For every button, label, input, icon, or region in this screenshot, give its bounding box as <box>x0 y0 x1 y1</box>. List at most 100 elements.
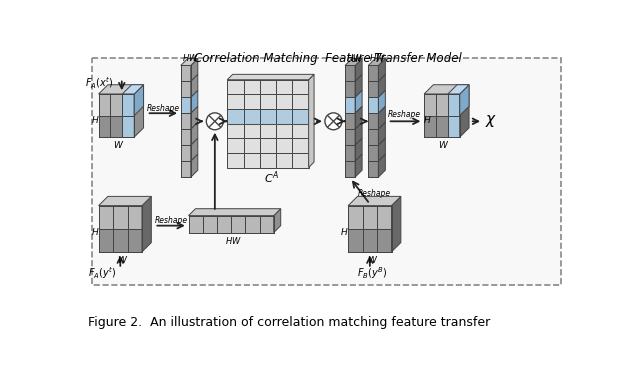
Polygon shape <box>191 122 198 145</box>
Polygon shape <box>227 109 244 124</box>
Text: $F_A(x^t)$: $F_A(x^t)$ <box>84 75 113 91</box>
Text: Figure 2.  An illustration of correlation matching feature transfer: Figure 2. An illustration of correlation… <box>88 316 490 329</box>
Polygon shape <box>99 94 111 116</box>
Polygon shape <box>345 59 362 66</box>
Polygon shape <box>134 85 143 116</box>
Circle shape <box>206 113 223 130</box>
Text: $H$: $H$ <box>340 225 349 236</box>
Circle shape <box>325 113 342 130</box>
Polygon shape <box>99 206 113 229</box>
Text: Reshape: Reshape <box>147 104 180 113</box>
Polygon shape <box>260 94 276 109</box>
Text: $W$: $W$ <box>113 138 124 150</box>
Polygon shape <box>392 197 401 252</box>
Polygon shape <box>308 74 314 168</box>
Polygon shape <box>180 129 191 145</box>
Polygon shape <box>260 153 276 168</box>
Polygon shape <box>378 90 385 113</box>
Polygon shape <box>378 75 385 97</box>
Polygon shape <box>244 109 260 124</box>
Polygon shape <box>260 80 276 94</box>
Polygon shape <box>355 90 362 113</box>
Polygon shape <box>355 59 362 81</box>
Polygon shape <box>276 153 292 168</box>
Polygon shape <box>189 209 281 216</box>
Polygon shape <box>276 138 292 153</box>
Polygon shape <box>436 94 448 116</box>
Polygon shape <box>460 85 469 116</box>
Polygon shape <box>244 80 260 94</box>
Polygon shape <box>113 229 127 252</box>
Polygon shape <box>424 94 436 116</box>
Polygon shape <box>368 161 378 177</box>
Text: $HW$: $HW$ <box>369 52 386 63</box>
Polygon shape <box>227 80 244 94</box>
Polygon shape <box>99 85 143 94</box>
Polygon shape <box>355 107 362 129</box>
Polygon shape <box>348 197 401 206</box>
Polygon shape <box>122 116 134 137</box>
Text: $HW$: $HW$ <box>225 235 242 246</box>
Text: Reshape: Reshape <box>388 110 421 119</box>
Polygon shape <box>345 129 355 145</box>
Text: Reshape: Reshape <box>358 189 390 198</box>
Polygon shape <box>180 161 191 177</box>
Polygon shape <box>180 66 191 81</box>
Polygon shape <box>378 107 385 129</box>
Polygon shape <box>142 197 151 252</box>
Polygon shape <box>368 81 378 97</box>
Polygon shape <box>378 138 385 161</box>
Polygon shape <box>127 206 142 229</box>
Polygon shape <box>227 153 244 168</box>
Polygon shape <box>424 85 469 94</box>
Polygon shape <box>127 229 142 252</box>
Polygon shape <box>292 94 308 109</box>
Polygon shape <box>203 216 217 232</box>
Text: $W$: $W$ <box>367 254 378 265</box>
Polygon shape <box>377 206 392 229</box>
Polygon shape <box>345 113 355 129</box>
Polygon shape <box>227 124 244 138</box>
Polygon shape <box>122 94 134 116</box>
Polygon shape <box>345 97 355 113</box>
Polygon shape <box>191 90 198 113</box>
Polygon shape <box>368 145 378 161</box>
Polygon shape <box>368 129 378 145</box>
Polygon shape <box>227 138 244 153</box>
Polygon shape <box>122 85 143 94</box>
Text: $HW$: $HW$ <box>346 52 363 63</box>
Polygon shape <box>460 85 469 137</box>
Polygon shape <box>244 138 260 153</box>
Polygon shape <box>348 206 363 229</box>
Polygon shape <box>368 66 378 81</box>
Polygon shape <box>292 124 308 138</box>
Polygon shape <box>231 216 245 232</box>
Polygon shape <box>111 116 122 137</box>
Polygon shape <box>111 94 122 116</box>
Text: $F_B(y^B)$: $F_B(y^B)$ <box>358 265 388 281</box>
Polygon shape <box>99 197 151 206</box>
Polygon shape <box>180 59 198 66</box>
Polygon shape <box>191 107 198 129</box>
Polygon shape <box>355 138 362 161</box>
Text: $H$: $H$ <box>422 114 431 125</box>
Polygon shape <box>368 97 378 113</box>
Polygon shape <box>448 116 460 137</box>
Polygon shape <box>99 229 113 252</box>
Polygon shape <box>244 124 260 138</box>
Polygon shape <box>363 206 377 229</box>
Polygon shape <box>244 153 260 168</box>
Text: $C^A$: $C^A$ <box>264 169 280 186</box>
Polygon shape <box>227 94 244 109</box>
Polygon shape <box>191 59 198 81</box>
Text: $W$: $W$ <box>438 139 449 150</box>
Polygon shape <box>448 85 469 94</box>
Polygon shape <box>276 80 292 94</box>
Polygon shape <box>276 124 292 138</box>
Polygon shape <box>345 66 355 81</box>
Polygon shape <box>227 74 314 80</box>
Polygon shape <box>378 154 385 177</box>
Polygon shape <box>191 138 198 161</box>
Polygon shape <box>448 94 460 116</box>
Polygon shape <box>244 94 260 109</box>
